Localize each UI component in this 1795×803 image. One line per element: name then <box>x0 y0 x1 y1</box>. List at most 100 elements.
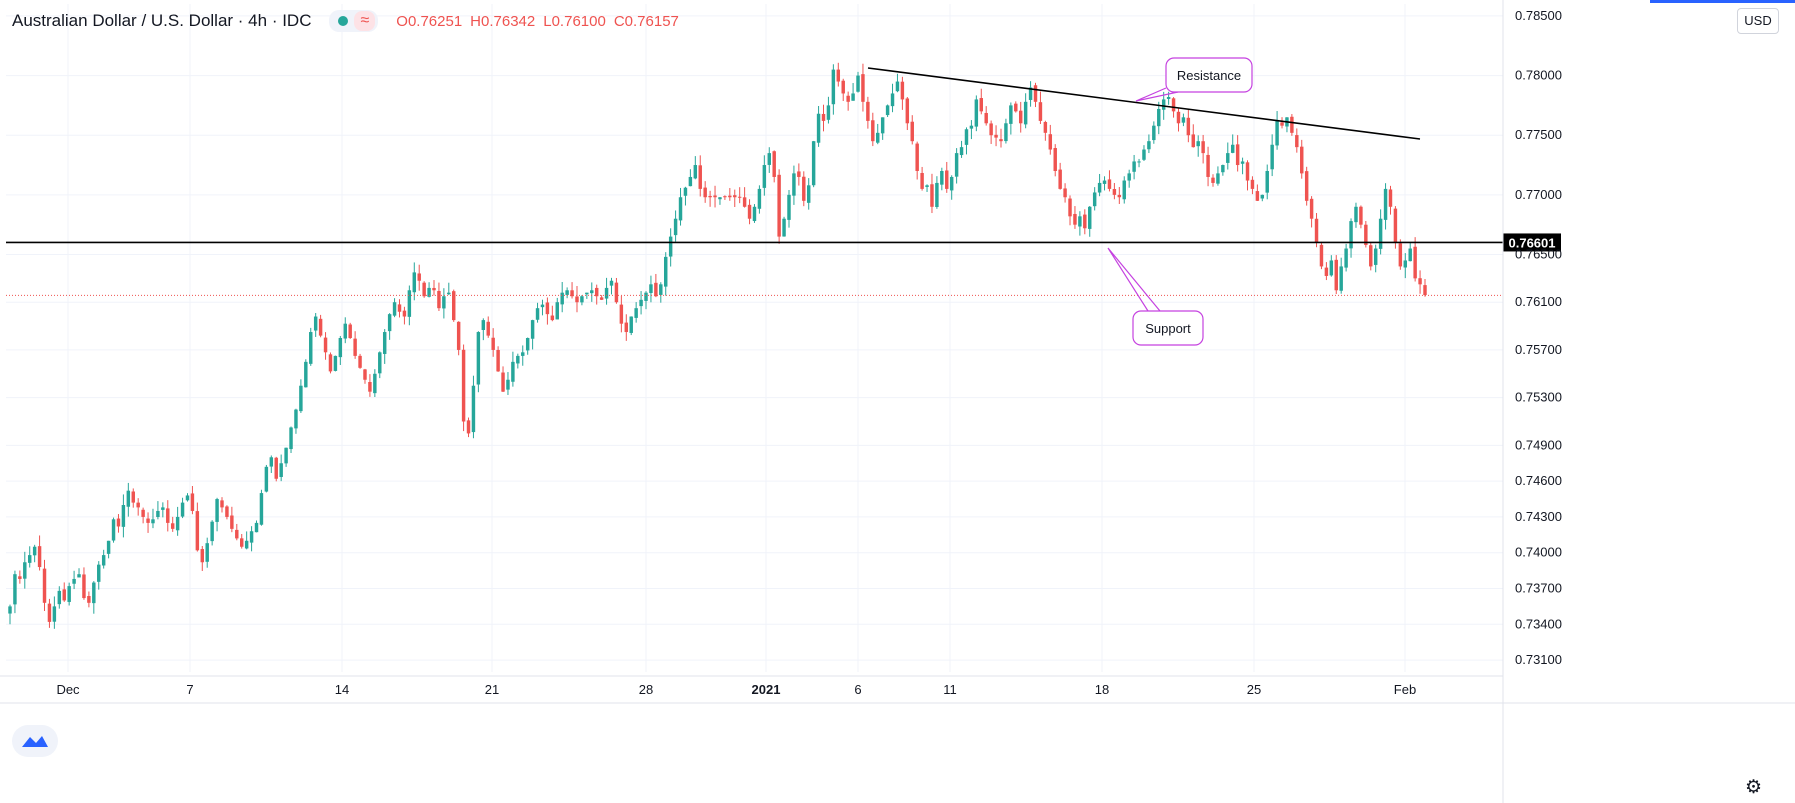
candle-body <box>170 523 175 529</box>
candle-body <box>1378 218 1383 249</box>
candle-body <box>802 176 806 201</box>
candle-body <box>382 332 387 354</box>
candle-body <box>1147 141 1151 150</box>
candle-body <box>442 296 446 309</box>
candle-body <box>594 287 599 297</box>
resistance-trendline[interactable] <box>867 67 1421 140</box>
candle-body <box>1319 244 1324 267</box>
candle-body <box>27 555 32 563</box>
candle-body <box>422 282 426 297</box>
candle-body <box>851 93 855 101</box>
candle-body <box>1112 188 1117 195</box>
candle-body <box>668 236 673 257</box>
candle-body <box>1048 134 1053 150</box>
candle-body <box>491 337 495 350</box>
candle-body <box>1211 177 1215 183</box>
candle-body <box>1068 198 1072 217</box>
candle-body <box>289 427 293 450</box>
candle-body <box>126 490 131 507</box>
candle-body <box>195 511 200 551</box>
y-tick-label: 0.75700 <box>1515 342 1562 357</box>
candle-body <box>935 182 939 207</box>
candle-body <box>945 170 949 189</box>
resistance-callout-box[interactable] <box>1165 57 1253 93</box>
currency-button[interactable]: USD <box>1737 8 1779 34</box>
candle-body <box>106 540 111 554</box>
symbol-title[interactable]: Australian Dollar / U.S. Dollar · 4h · I… <box>12 11 312 30</box>
candle-body <box>1206 154 1210 177</box>
y-tick-label: 0.73400 <box>1515 616 1562 631</box>
gear-icon[interactable]: ⚙ <box>1745 777 1763 798</box>
x-tick-label: 6 <box>854 682 861 697</box>
candle-body <box>747 204 752 219</box>
candle-body <box>269 457 274 467</box>
candlestick-series <box>8 62 1427 629</box>
candle-body <box>1166 97 1171 99</box>
candle-body <box>565 290 569 295</box>
candle-body <box>792 173 796 196</box>
candle-body <box>299 385 303 412</box>
candle-body <box>456 321 461 350</box>
x-tick-label: 14 <box>335 682 349 697</box>
candle-body <box>525 338 530 351</box>
candle-body <box>639 299 643 307</box>
symbol-legend[interactable]: Australian Dollar / U.S. Dollar · 4h · I… <box>12 10 687 32</box>
candle-body <box>969 125 974 129</box>
candle-body <box>185 495 190 501</box>
candle-body <box>767 153 771 165</box>
ohlc-open: O0.76251 <box>396 12 463 30</box>
candle-body <box>713 195 717 198</box>
candle-body <box>8 606 12 614</box>
candle-body <box>1004 123 1008 142</box>
candle-body <box>555 302 559 320</box>
candle-body <box>62 589 66 601</box>
candle-body <box>1265 171 1269 193</box>
candle-body <box>1339 266 1343 291</box>
candle-body <box>964 129 969 145</box>
candle-body <box>1290 116 1294 133</box>
candle-body <box>343 323 347 339</box>
candle-body <box>294 409 298 429</box>
candle-body <box>23 562 27 579</box>
candle-body <box>836 69 841 82</box>
candle-body <box>466 420 471 434</box>
y-tick-label: 0.75300 <box>1515 390 1562 405</box>
candle-body <box>540 304 545 308</box>
candle-body <box>1270 144 1274 170</box>
candle-body <box>866 101 870 121</box>
candle-body <box>1033 85 1038 102</box>
candle-body <box>1191 134 1196 148</box>
candle-body <box>264 466 269 492</box>
drawing-overlays[interactable]: 0.76601 Resistance Support <box>6 57 1561 346</box>
y-tick-label: 0.77000 <box>1515 187 1562 202</box>
candle-body <box>1349 221 1353 249</box>
candle-body <box>762 165 767 188</box>
candle-body <box>432 287 436 291</box>
candle-body <box>1122 180 1126 200</box>
candle-body <box>1403 260 1408 268</box>
candle-body <box>259 493 264 525</box>
candle-body <box>535 308 540 320</box>
wave-indicator-icon[interactable]: ≈ <box>354 11 376 31</box>
candle-body <box>1226 153 1230 163</box>
candle-body <box>1413 246 1417 279</box>
candle-body <box>274 457 278 479</box>
candle-body <box>121 505 126 527</box>
y-tick-label: 0.74600 <box>1515 473 1562 488</box>
indicator-pill[interactable]: ≈ <box>329 10 379 32</box>
support-callout-box[interactable] <box>1132 310 1204 346</box>
candle-body <box>614 282 619 303</box>
candle-body <box>678 197 683 221</box>
candle-body <box>1142 149 1146 160</box>
candle-body <box>841 80 845 94</box>
candle-body <box>550 315 555 321</box>
tradingview-logo-icon[interactable] <box>12 725 58 757</box>
y-tick-label: 0.74900 <box>1515 437 1562 452</box>
y-tick-label: 0.78000 <box>1515 68 1562 83</box>
candle-body <box>826 105 831 120</box>
candle-body <box>37 546 42 568</box>
candle-body <box>235 529 239 539</box>
candle-body <box>797 171 801 177</box>
candle-body <box>318 318 323 336</box>
